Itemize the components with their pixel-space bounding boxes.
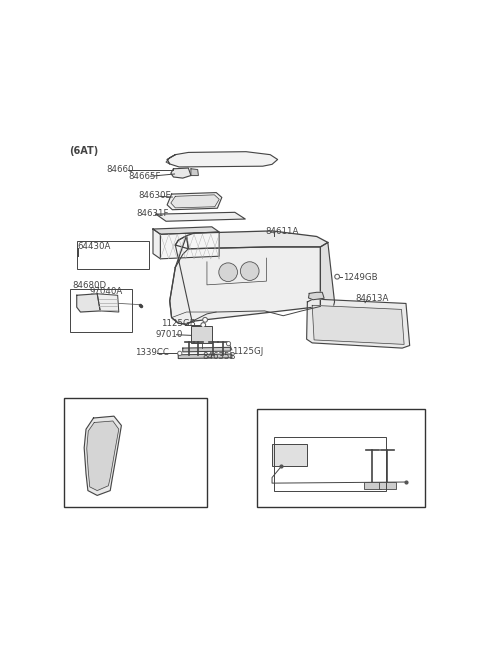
Text: 84680D: 84680D [72,281,107,290]
Bar [274,437,385,491]
Polygon shape [170,236,321,324]
Circle shape [335,275,339,279]
Text: 1125GB: 1125GB [161,320,196,328]
Text: 84635B: 84635B [202,352,236,361]
Polygon shape [170,236,192,324]
Bar [64,398,207,507]
Bar [379,482,396,489]
Bar [257,409,424,507]
Polygon shape [84,416,121,495]
Bar [364,482,381,489]
Polygon shape [160,232,219,259]
FancyBboxPatch shape [192,326,212,342]
Text: 95420N: 95420N [281,466,314,475]
Bar [77,242,149,270]
Circle shape [336,275,338,278]
Polygon shape [175,231,328,249]
Polygon shape [77,294,100,312]
Bar [71,289,132,332]
Polygon shape [312,305,404,344]
Text: 84635B: 84635B [276,431,308,440]
Circle shape [179,352,180,354]
Text: (W/O CONSOLE AIR VENT): (W/O CONSOLE AIR VENT) [68,404,184,413]
Text: 1339CC: 1339CC [135,348,169,357]
Polygon shape [321,242,335,314]
Polygon shape [191,169,198,176]
Bar [272,444,307,466]
Circle shape [228,342,229,344]
Text: 84611A: 84611A [265,227,299,236]
Circle shape [227,342,230,346]
Polygon shape [309,292,324,299]
Text: 84665F: 84665F [129,172,161,181]
Polygon shape [153,227,219,234]
Polygon shape [153,229,160,259]
Polygon shape [167,152,277,167]
Polygon shape [167,193,222,210]
Polygon shape [156,212,245,221]
Polygon shape [171,168,191,178]
Polygon shape [307,299,410,348]
Circle shape [240,262,259,281]
Text: 1249GB: 1249GB [343,273,377,282]
Polygon shape [171,195,219,208]
Polygon shape [87,421,119,491]
Text: 84630E: 84630E [138,191,171,200]
Text: 84613A: 84613A [356,294,389,303]
Circle shape [219,263,238,281]
Text: 97040A: 97040A [90,287,123,296]
Circle shape [201,323,205,327]
Text: 84680D: 84680D [84,423,117,432]
Text: (W/SMART KEY - FR DR): (W/SMART KEY - FR DR) [262,415,368,424]
Text: 84660: 84660 [107,165,134,174]
Circle shape [204,319,206,321]
Text: (6AT): (6AT) [69,146,98,156]
Circle shape [203,318,207,322]
Polygon shape [178,354,232,359]
Polygon shape [166,155,175,164]
Text: 84631F: 84631F [136,209,169,218]
Polygon shape [97,294,119,312]
Polygon shape [183,348,230,352]
Text: 97010: 97010 [156,330,183,339]
Text: 1125GJ: 1125GJ [232,346,263,355]
Circle shape [178,352,181,355]
Circle shape [202,324,204,326]
Text: 64430A: 64430A [78,242,111,251]
